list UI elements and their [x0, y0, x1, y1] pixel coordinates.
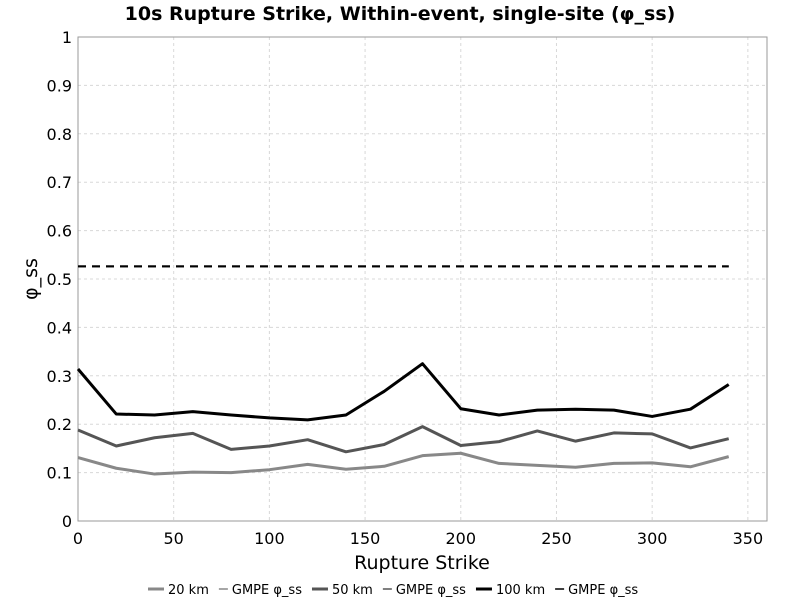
- x-tick-label: 100: [254, 529, 285, 548]
- y-axis-label: φ_ss: [20, 258, 42, 300]
- legend-label: GMPE φ_ss: [232, 583, 302, 598]
- x-tick-label: 50: [164, 529, 184, 548]
- y-tick-label: 0.1: [47, 464, 72, 483]
- plot-area: [77, 36, 768, 522]
- y-tick-label: 0.5: [47, 270, 72, 289]
- x-tick-label: 300: [637, 529, 668, 548]
- legend-label: GMPE φ_ss: [568, 583, 638, 598]
- y-tick-label: 0: [62, 512, 72, 531]
- y-tick-label: 0.2: [47, 415, 72, 434]
- x-tick-label: 350: [733, 529, 764, 548]
- grid: [77, 36, 767, 522]
- series-line-20-km: [77, 451, 730, 476]
- tick-labels: 0 50 100 150 200 250 300 350 0 0.1 0.2 0.3 0.4 0.5 0.6…: [47, 28, 764, 548]
- x-tick-label: 200: [446, 529, 477, 548]
- series-line-100-km: [76, 362, 730, 422]
- x-tick-label: 250: [541, 529, 572, 548]
- legend-label: GMPE φ_ss: [396, 583, 466, 598]
- legend: 20 km GMPE φ_ss 50 km GMPE φ_ss 100 km GMPE φ…: [148, 583, 638, 598]
- series-group: [76, 265, 730, 476]
- x-tick-label: 150: [350, 529, 381, 548]
- y-tick-label: 1: [62, 28, 72, 47]
- series-line-50-km: [77, 425, 730, 454]
- y-tick-label: 0.7: [47, 173, 72, 192]
- y-tick-label: 0.8: [47, 125, 72, 144]
- chart-title: 10s Rupture Strike, Within-event, single…: [125, 3, 676, 25]
- y-tick-label: 0.6: [47, 222, 72, 241]
- legend-label: 20 km: [168, 583, 209, 598]
- legend-label: 100 km: [496, 583, 545, 598]
- x-tick-label: 0: [73, 529, 83, 548]
- legend-label: 50 km: [332, 583, 373, 598]
- x-axis-label: Rupture Strike: [354, 552, 490, 574]
- y-tick-label: 0.3: [47, 367, 72, 386]
- y-tick-label: 0.4: [47, 318, 72, 337]
- y-tick-label: 0.9: [47, 76, 72, 95]
